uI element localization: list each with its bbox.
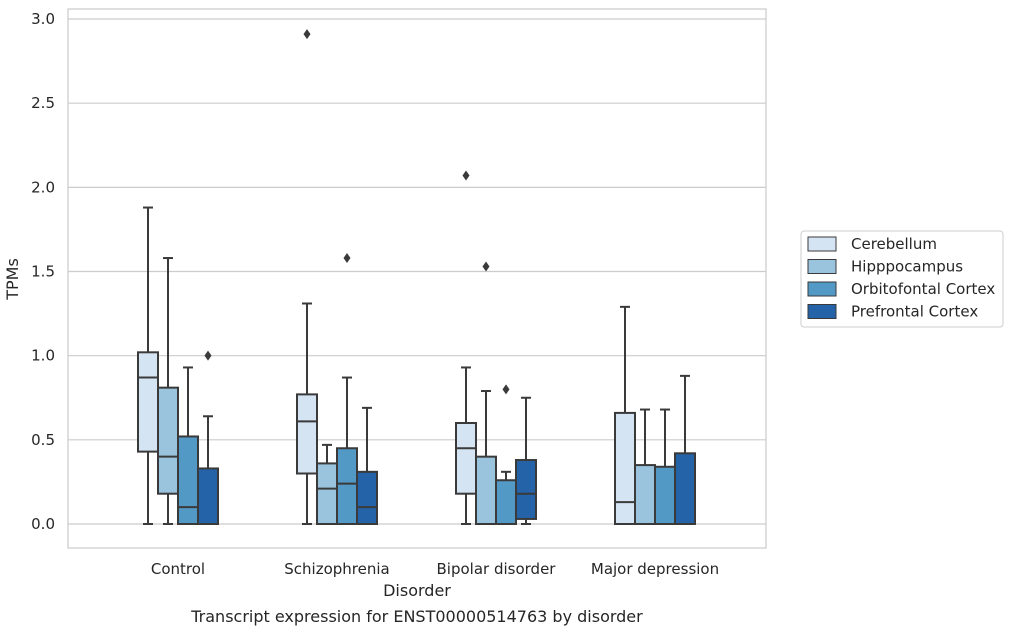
box-cerebellum xyxy=(614,305,636,525)
box-iqr xyxy=(316,462,338,526)
box-iqr xyxy=(654,465,676,525)
box-prefrontal-cortex xyxy=(674,374,696,525)
legend-label: Orbitofontal Cortex xyxy=(851,280,995,298)
y-tick-label: 2.5 xyxy=(31,94,55,112)
outlier-point xyxy=(343,253,351,264)
y-tick-label: 0.0 xyxy=(31,515,55,533)
box-hipppocampus xyxy=(475,261,497,525)
box-iqr xyxy=(177,435,199,526)
outlier-point xyxy=(482,261,490,272)
outlier-point xyxy=(462,170,470,181)
boxplot-series xyxy=(137,29,696,526)
box-iqr xyxy=(137,351,159,453)
x-tick-label: Bipolar disorder xyxy=(437,560,557,578)
legend-frame xyxy=(800,230,1004,328)
plot-frame xyxy=(67,8,767,549)
box-hipppocampus xyxy=(157,257,179,525)
box-orbitofontal-cortex xyxy=(654,408,676,525)
legend-label: Prefrontal Cortex xyxy=(851,303,978,321)
legend: Cerebellum Hipppocampus Orbitofontal Corte… xyxy=(800,230,1004,328)
box-orbitofontal-cortex xyxy=(495,384,517,525)
box-iqr xyxy=(515,459,537,520)
box-cerebellum xyxy=(137,206,159,525)
box-cerebellum xyxy=(455,170,477,525)
outlier-point xyxy=(303,29,311,40)
box-iqr xyxy=(475,455,497,525)
box-iqr xyxy=(614,411,636,525)
y-tick-label: 3.0 xyxy=(31,10,55,28)
y-tick-label: 1.5 xyxy=(31,263,55,281)
chart-caption: Transcript expression for ENST0000051476… xyxy=(190,607,643,626)
x-tick-label: Control xyxy=(151,560,205,578)
box-hipppocampus xyxy=(634,408,656,526)
y-tick-label: 1.0 xyxy=(31,347,55,365)
box-orbitofontal-cortex xyxy=(336,253,358,525)
y-tick-label: 0.5 xyxy=(31,431,55,449)
box-orbitofontal-cortex xyxy=(177,366,199,526)
box-prefrontal-cortex xyxy=(356,406,378,525)
box-iqr xyxy=(296,393,318,475)
box-iqr xyxy=(455,422,477,495)
box-iqr xyxy=(356,470,378,525)
box-prefrontal-cortex xyxy=(515,396,537,525)
box-iqr xyxy=(634,464,656,526)
box-iqr xyxy=(336,447,358,525)
legend-swatch xyxy=(807,236,837,252)
y-axis-label: TPMs xyxy=(3,258,22,301)
box-iqr xyxy=(674,452,696,525)
legend-swatch xyxy=(807,281,837,297)
outlier-point xyxy=(502,384,510,395)
outlier-point xyxy=(204,350,212,361)
legend-swatch xyxy=(807,304,837,319)
legend-label: Cerebellum xyxy=(851,235,937,253)
legend-swatch xyxy=(807,259,837,274)
box-cerebellum xyxy=(296,29,318,525)
box-iqr xyxy=(495,479,517,525)
box-iqr xyxy=(157,386,179,495)
box-hipppocampus xyxy=(316,443,338,526)
x-tick-label: Schizophrenia xyxy=(284,560,389,578)
y-tick-labels: 0.0 0.5 1.0 1.5 2.0 2.5 3.0 xyxy=(31,10,55,533)
legend-label: Hipppocampus xyxy=(851,258,963,276)
box-prefrontal-cortex xyxy=(197,350,219,526)
y-tick-label: 2.0 xyxy=(31,178,55,196)
x-tick-label: Major depression xyxy=(591,560,719,578)
x-axis-label: Disorder xyxy=(383,581,451,600)
box-iqr xyxy=(197,467,219,526)
x-tick-labels: Control Schizophrenia Bipolar disorder Majo… xyxy=(151,560,719,578)
